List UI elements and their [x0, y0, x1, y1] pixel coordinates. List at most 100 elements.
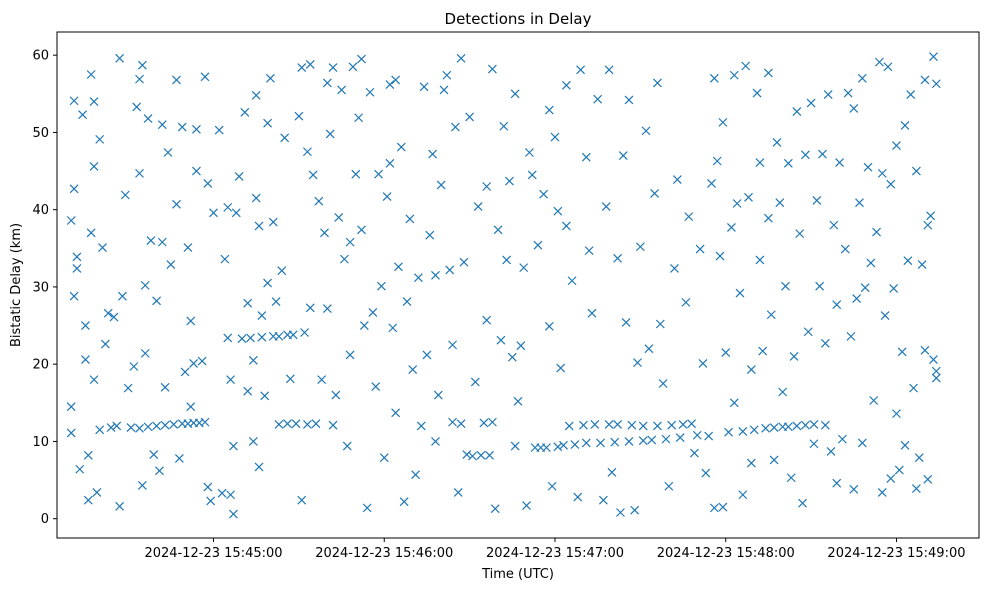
data-point: [66, 428, 76, 438]
data-point: [900, 440, 910, 450]
data-point: [274, 331, 284, 341]
data-point: [345, 237, 355, 247]
data-point: [681, 297, 691, 307]
data-point: [929, 355, 938, 364]
data-point: [243, 386, 253, 396]
data-point: [542, 443, 551, 453]
data-point: [180, 367, 190, 377]
y-tick-label: 60: [32, 49, 49, 64]
chart-title: Detections in Delay: [445, 10, 592, 28]
data-point: [217, 488, 227, 498]
data-point: [112, 421, 122, 431]
data-point: [263, 118, 273, 128]
data-point: [69, 184, 79, 194]
data-point: [468, 451, 477, 461]
data-point: [405, 214, 415, 224]
data-point: [103, 308, 113, 318]
data-point: [570, 440, 580, 449]
data-point: [342, 441, 352, 451]
data-point: [832, 478, 842, 488]
data-point: [707, 178, 716, 188]
data-point: [849, 104, 859, 113]
data-point: [334, 212, 344, 222]
data-point: [223, 333, 233, 343]
data-point: [237, 334, 247, 344]
data-point: [556, 363, 566, 373]
data-point: [140, 348, 150, 358]
data-point: [840, 244, 850, 254]
data-point: [778, 387, 788, 397]
data-point: [487, 417, 497, 427]
data-point: [203, 482, 213, 492]
data-point: [806, 98, 816, 108]
y-tick-label: 10: [32, 435, 49, 450]
data-point: [254, 462, 264, 472]
data-point: [866, 258, 876, 268]
data-point: [433, 390, 443, 400]
data-point: [781, 281, 790, 291]
data-point: [322, 78, 332, 88]
data-point: [613, 420, 623, 429]
data-point: [920, 345, 930, 355]
data-point: [234, 172, 244, 181]
data-point: [872, 227, 881, 237]
data-point: [749, 425, 759, 435]
data-point: [598, 495, 608, 505]
data-point: [479, 418, 489, 428]
data-point: [527, 170, 537, 180]
data-point: [231, 208, 241, 218]
data-point: [220, 254, 230, 264]
data-point: [653, 78, 662, 88]
data-point: [288, 330, 298, 340]
data-point: [83, 495, 93, 505]
data-point: [456, 53, 466, 63]
data-point: [200, 72, 210, 82]
data-point: [337, 85, 346, 95]
data-point: [587, 308, 597, 318]
data-point: [746, 458, 756, 468]
data-point: [889, 284, 899, 293]
data-point: [291, 419, 301, 429]
data-point: [166, 260, 176, 269]
data-point: [115, 53, 125, 63]
data-point: [277, 266, 287, 276]
data-point: [260, 391, 270, 401]
data-point: [510, 441, 520, 451]
data-point: [365, 87, 375, 97]
data-point: [837, 434, 847, 444]
data-point: [581, 152, 591, 162]
data-point: [351, 169, 361, 179]
data-point: [775, 198, 785, 208]
data-point: [408, 365, 418, 375]
x-tick-label: 2024-12-23 15:48:00: [657, 546, 795, 561]
data-point: [129, 362, 139, 371]
data-point: [470, 377, 480, 387]
data-point: [761, 423, 770, 433]
x-tick-label: 2024-12-23 15:45:00: [144, 546, 282, 561]
data-point: [266, 73, 275, 83]
data-point: [729, 398, 739, 408]
data-point: [911, 484, 921, 493]
data-point: [385, 158, 395, 168]
data-point: [567, 276, 577, 286]
data-point: [800, 150, 810, 160]
data-point: [874, 57, 884, 67]
data-point: [89, 375, 99, 385]
data-point: [829, 220, 839, 230]
data-point: [789, 352, 799, 361]
data-point: [877, 168, 887, 178]
data-point: [140, 280, 150, 290]
data-point: [152, 421, 162, 431]
data-point: [109, 312, 119, 322]
data-point: [931, 79, 941, 89]
data-point: [413, 273, 423, 283]
data-point: [886, 474, 896, 483]
data-point: [667, 420, 677, 430]
y-axis-label: Bistatic Delay (km): [9, 223, 24, 347]
data-point: [658, 379, 668, 388]
data-point: [132, 102, 142, 112]
data-point: [92, 487, 102, 497]
data-point: [920, 75, 930, 85]
data-point: [345, 350, 355, 360]
